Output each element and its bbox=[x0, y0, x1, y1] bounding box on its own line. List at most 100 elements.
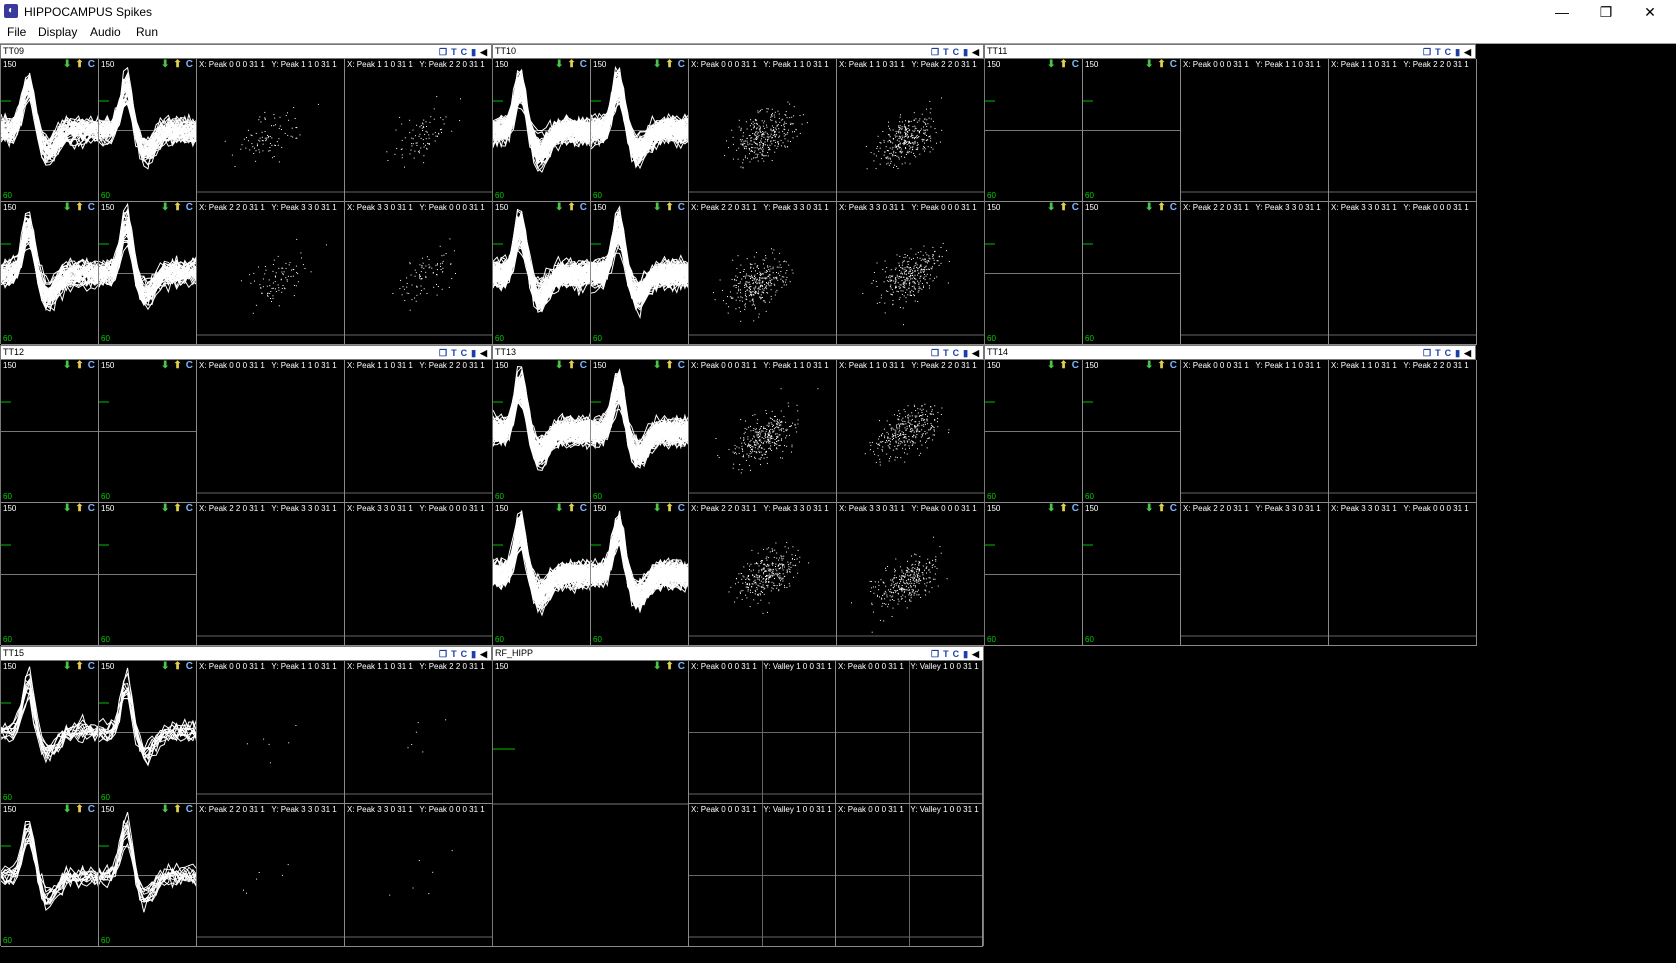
waveform-channel[interactable]: 150 60 ⬇ ⬆ C bbox=[985, 202, 1083, 345]
clear-icon[interactable]: C bbox=[952, 347, 960, 358]
clear-icon[interactable]: C bbox=[1169, 360, 1177, 371]
clear-icon[interactable]: C bbox=[677, 503, 685, 514]
cluster-scatter-plot[interactable]: X: Peak 0 0 0 31 1 Y: Peak 1 1 0 31 1 bbox=[1181, 59, 1329, 202]
threshold-up-icon[interactable]: ⬆ bbox=[173, 59, 182, 70]
threshold-down-icon[interactable]: ⬇ bbox=[554, 202, 564, 213]
audio-icon[interactable]: ◀ bbox=[972, 648, 979, 659]
clear-icon[interactable]: C bbox=[185, 661, 193, 672]
threshold-up-icon[interactable]: ⬆ bbox=[665, 59, 674, 70]
threshold-up-icon[interactable]: ⬆ bbox=[1157, 202, 1166, 213]
threshold-down-icon[interactable]: ⬇ bbox=[554, 59, 564, 70]
menu-run[interactable]: Run bbox=[136, 25, 159, 39]
audio-icon[interactable]: ◀ bbox=[1464, 46, 1471, 57]
clear-icon[interactable]: C bbox=[185, 804, 193, 815]
threshold-up-icon[interactable]: ⬆ bbox=[567, 202, 576, 213]
audio-icon[interactable]: ◀ bbox=[480, 46, 487, 57]
threshold-down-icon[interactable]: ⬇ bbox=[62, 661, 72, 672]
threshold-up-icon[interactable]: ⬆ bbox=[665, 360, 674, 371]
cluster-scatter-plot[interactable]: X: Peak 1 1 0 31 1 Y: Peak 2 2 0 31 1 bbox=[1329, 360, 1477, 503]
audio-icon[interactable]: ◀ bbox=[1464, 347, 1471, 358]
clear-icon[interactable]: C bbox=[185, 503, 193, 514]
threshold-down-icon[interactable]: ⬇ bbox=[652, 661, 662, 672]
t-icon[interactable]: T bbox=[451, 46, 457, 57]
waveform-channel[interactable]: 150 60 ⬇ ⬆ C bbox=[493, 59, 591, 202]
t-icon[interactable]: T bbox=[943, 648, 949, 659]
waveform-channel[interactable]: 150 60 ⬇ ⬆ C bbox=[591, 202, 689, 345]
close-button[interactable]: ✕ bbox=[1644, 4, 1656, 20]
threshold-down-icon[interactable]: ⬇ bbox=[160, 360, 170, 371]
waveform-channel[interactable]: 150 60 ⬇ ⬆ C bbox=[1, 503, 99, 646]
threshold-down-icon[interactable]: ⬇ bbox=[652, 59, 662, 70]
threshold-down-icon[interactable]: ⬇ bbox=[1046, 503, 1056, 514]
cluster-scatter-plot[interactable]: X: Peak 3 3 0 31 1 Y: Peak 0 0 0 31 1 bbox=[1329, 503, 1477, 646]
clear-icon[interactable]: C bbox=[579, 59, 587, 70]
threshold-up-icon[interactable]: ⬆ bbox=[1059, 202, 1068, 213]
threshold-down-icon[interactable]: ⬇ bbox=[652, 360, 662, 371]
cluster-scatter-plot[interactable]: X: Peak 0 0 0 31 1 Y: Valley 1 0 0 31 1 bbox=[689, 661, 836, 804]
restore-icon[interactable]: ❐ bbox=[931, 648, 940, 659]
waveform-channel[interactable]: 150 60 ⬇ ⬆ C bbox=[99, 202, 197, 345]
cluster-scatter-plot[interactable]: X: Peak 2 2 0 31 1 Y: Peak 3 3 0 31 1 bbox=[1181, 503, 1329, 646]
threshold-down-icon[interactable]: ⬇ bbox=[554, 503, 564, 514]
cluster-scatter-plot[interactable]: X: Peak 0 0 0 31 1 Y: Peak 1 1 0 31 1 bbox=[1181, 360, 1329, 503]
audio-icon[interactable]: ◀ bbox=[972, 347, 979, 358]
menu-display[interactable]: Display bbox=[38, 25, 78, 39]
waveform-channel[interactable]: 150 60 ⬇ ⬆ C bbox=[1, 661, 99, 804]
waveform-channel[interactable]: 150 60 ⬇ ⬆ C bbox=[1083, 360, 1181, 503]
cluster-scatter-plot[interactable]: X: Peak 0 0 0 31 1 Y: Peak 1 1 0 31 1 bbox=[689, 59, 837, 202]
waveform-channel[interactable]: 150 60 ⬇ ⬆ C bbox=[985, 503, 1083, 646]
clear-icon[interactable]: C bbox=[1071, 360, 1079, 371]
threshold-up-icon[interactable]: ⬆ bbox=[75, 661, 84, 672]
threshold-up-icon[interactable]: ⬆ bbox=[1059, 59, 1068, 70]
clear-icon[interactable]: C bbox=[1071, 59, 1079, 70]
cluster-scatter-plot[interactable]: X: Peak 1 1 0 31 1 Y: Peak 2 2 0 31 1 bbox=[1329, 59, 1477, 202]
cluster-scatter-plot[interactable]: X: Peak 3 3 0 31 1 Y: Peak 0 0 0 31 1 bbox=[1329, 202, 1477, 345]
cluster-scatter-plot[interactable]: X: Peak 0 0 0 31 1 Y: Peak 1 1 0 31 1 bbox=[689, 360, 837, 503]
threshold-down-icon[interactable]: ⬇ bbox=[62, 804, 72, 815]
waveform-channel[interactable]: 150 60 ⬇ ⬆ C bbox=[1, 804, 99, 947]
threshold-down-icon[interactable]: ⬇ bbox=[160, 661, 170, 672]
threshold-up-icon[interactable]: ⬆ bbox=[173, 661, 182, 672]
threshold-up-icon[interactable]: ⬆ bbox=[665, 661, 674, 672]
waveform-channel[interactable]: 150 60 ⬇ ⬆ C bbox=[1, 59, 99, 202]
threshold-down-icon[interactable]: ⬇ bbox=[160, 804, 170, 815]
waveform-channel[interactable]: 150 60 ⬇ ⬆ C bbox=[591, 360, 689, 503]
pause-icon[interactable]: ▮ bbox=[963, 648, 969, 659]
cluster-scatter-plot[interactable]: X: Peak 1 1 0 31 1 Y: Peak 2 2 0 31 1 bbox=[345, 360, 493, 503]
cluster-scatter-plot[interactable]: X: Peak 2 2 0 31 1 Y: Peak 3 3 0 31 1 bbox=[689, 503, 837, 646]
threshold-up-icon[interactable]: ⬆ bbox=[665, 202, 674, 213]
threshold-down-icon[interactable]: ⬇ bbox=[62, 360, 72, 371]
t-icon[interactable]: T bbox=[451, 648, 457, 659]
threshold-up-icon[interactable]: ⬆ bbox=[1059, 360, 1068, 371]
audio-icon[interactable]: ◀ bbox=[972, 46, 979, 57]
clear-icon[interactable]: C bbox=[87, 661, 95, 672]
clear-icon[interactable]: C bbox=[185, 202, 193, 213]
threshold-up-icon[interactable]: ⬆ bbox=[75, 360, 84, 371]
threshold-down-icon[interactable]: ⬇ bbox=[160, 202, 170, 213]
clear-icon[interactable]: C bbox=[460, 347, 468, 358]
waveform-channel[interactable]: 150 60 ⬇ ⬆ C bbox=[1083, 202, 1181, 345]
restore-icon[interactable]: ❐ bbox=[931, 347, 940, 358]
threshold-down-icon[interactable]: ⬇ bbox=[62, 202, 72, 213]
cluster-scatter-plot[interactable]: X: Peak 2 2 0 31 1 Y: Peak 3 3 0 31 1 bbox=[1181, 202, 1329, 345]
clear-icon[interactable]: C bbox=[677, 360, 685, 371]
threshold-down-icon[interactable]: ⬇ bbox=[1144, 59, 1154, 70]
clear-icon[interactable]: C bbox=[579, 202, 587, 213]
clear-icon[interactable]: C bbox=[460, 46, 468, 57]
restore-icon[interactable]: ❐ bbox=[439, 347, 448, 358]
waveform-channel[interactable]: 150 60 ⬇ ⬆ C bbox=[99, 804, 197, 947]
threshold-down-icon[interactable]: ⬇ bbox=[160, 59, 170, 70]
clear-icon[interactable]: C bbox=[677, 202, 685, 213]
clear-icon[interactable]: C bbox=[87, 59, 95, 70]
restore-icon[interactable]: ❐ bbox=[1423, 46, 1432, 57]
clear-icon[interactable]: C bbox=[185, 59, 193, 70]
restore-button[interactable]: ❐ bbox=[1599, 4, 1613, 20]
threshold-down-icon[interactable]: ⬇ bbox=[1046, 202, 1056, 213]
threshold-down-icon[interactable]: ⬇ bbox=[652, 503, 662, 514]
t-icon[interactable]: T bbox=[451, 347, 457, 358]
cluster-scatter-plot[interactable]: X: Peak 1 1 0 31 1 Y: Peak 2 2 0 31 1 bbox=[837, 360, 985, 503]
threshold-down-icon[interactable]: ⬇ bbox=[62, 503, 72, 514]
pause-icon[interactable]: ▮ bbox=[1455, 46, 1461, 57]
cluster-scatter-plot[interactable]: X: Peak 1 1 0 31 1 Y: Peak 2 2 0 31 1 bbox=[837, 59, 985, 202]
threshold-up-icon[interactable]: ⬆ bbox=[1157, 59, 1166, 70]
